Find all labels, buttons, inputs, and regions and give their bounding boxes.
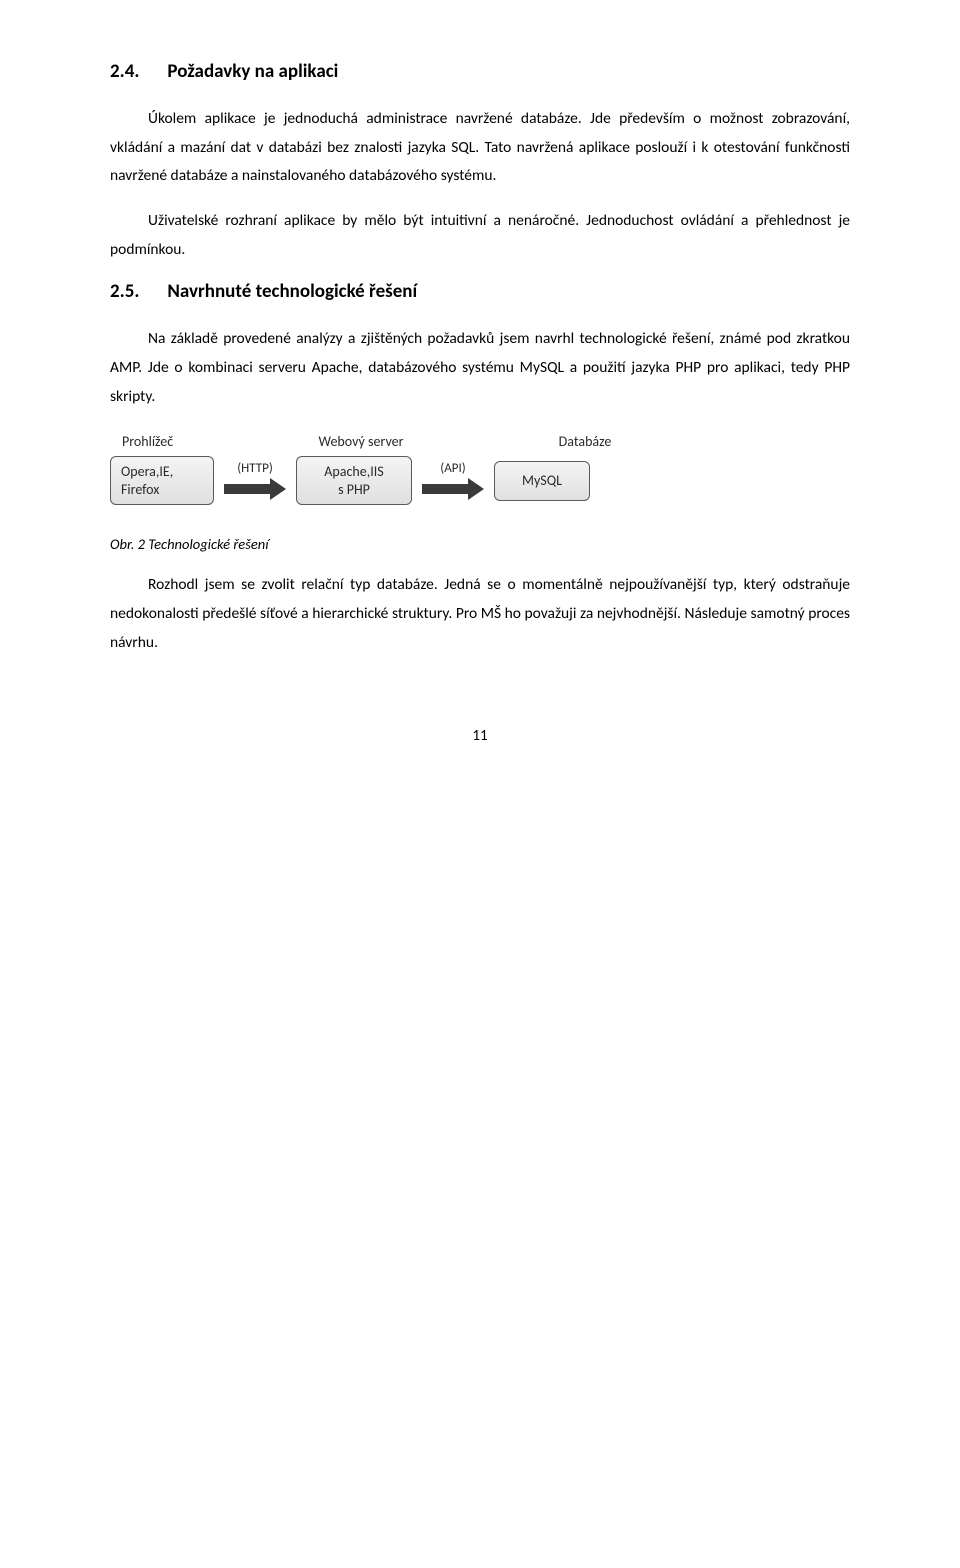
- page-content: 2.4. Požadavky na aplikaci Úkolem aplikac…: [0, 0, 960, 785]
- diagram-label-webserver: Webový server: [252, 433, 470, 450]
- diagram-top-labels: Prohlížeč Webový server Databáze: [110, 433, 850, 450]
- arrow-icon: [422, 478, 484, 500]
- diagram-box-webserver: Apache,IIS s PHP: [296, 456, 412, 505]
- heading-title: Navrhnuté technologické řešení: [167, 280, 417, 303]
- diagram-label-browser: Prohlížeč: [110, 433, 252, 450]
- diagram-box-line: Apache,IIS: [307, 463, 401, 481]
- diagram-label-database: Databáze: [470, 433, 680, 450]
- heading-2-5: 2.5. Navrhnuté technologické řešení: [110, 280, 850, 303]
- paragraph: Úkolem aplikace je jednoduchá administra…: [110, 105, 850, 191]
- technology-diagram: Prohlížeč Webový server Databáze Opera,I…: [110, 433, 850, 505]
- diagram-box-line: Opera,IE,: [121, 463, 203, 481]
- diagram-arrow-label: (HTTP): [237, 461, 273, 476]
- paragraph: Uživatelské rozhraní aplikace by mělo bý…: [110, 207, 850, 264]
- arrow-icon: [224, 478, 286, 500]
- heading-2-4: 2.4. Požadavky na aplikaci: [110, 60, 850, 83]
- paragraph: Na základě provedené analýzy a zjištěnýc…: [110, 325, 850, 411]
- diagram-box-database: MySQL: [494, 461, 590, 501]
- diagram-arrow-api: (API): [422, 461, 484, 500]
- diagram-box-line: MySQL: [522, 472, 562, 489]
- page-number: 11: [110, 727, 850, 745]
- heading-number: 2.4.: [110, 60, 139, 83]
- heading-number: 2.5.: [110, 280, 139, 303]
- diagram-row: Opera,IE, Firefox (HTTP) Apache,IIS s PH…: [110, 456, 850, 505]
- diagram-box-line: Firefox: [121, 481, 203, 499]
- paragraph: Rozhodl jsem se zvolit relační typ datab…: [110, 571, 850, 657]
- diagram-box-browser: Opera,IE, Firefox: [110, 456, 214, 505]
- diagram-arrow-http: (HTTP): [224, 461, 286, 500]
- heading-title: Požadavky na aplikaci: [167, 60, 338, 83]
- figure-caption: Obr. 2 Technologické řešení: [110, 535, 850, 553]
- diagram-arrow-label: (API): [440, 461, 465, 476]
- diagram-box-line: s PHP: [307, 481, 401, 499]
